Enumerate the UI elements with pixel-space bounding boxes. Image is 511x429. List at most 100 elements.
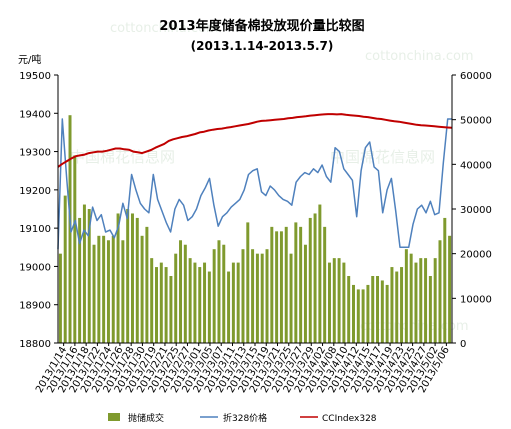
bar-mark — [126, 209, 130, 343]
bar-mark — [255, 253, 259, 343]
watermark-mid-left: 中国棉花信息网 — [70, 148, 175, 166]
bar-mark — [251, 249, 255, 343]
bar-mark — [385, 284, 389, 343]
bar-mark — [97, 235, 101, 343]
bar-mark — [106, 240, 110, 343]
bar-mark — [102, 235, 106, 343]
bar-mark — [231, 262, 235, 343]
chart-subtitle: (2013.1.14-2013.5.7) — [191, 39, 334, 53]
legend-swatch-bar — [108, 413, 120, 421]
bar-mark — [308, 217, 312, 343]
y-left-tick-label: 19400 — [19, 109, 51, 120]
bar-mark — [68, 115, 72, 343]
bar-mark — [150, 258, 154, 343]
y-right-tick-label: 40000 — [460, 160, 492, 171]
bar-mark — [395, 271, 399, 343]
bar-mark — [361, 289, 365, 343]
bar-mark — [289, 253, 293, 343]
bar-mark — [121, 240, 125, 343]
y-right-tick-label: 30000 — [460, 205, 492, 216]
bar-mark — [380, 280, 384, 343]
bar-mark — [332, 258, 336, 343]
bar-mark — [159, 262, 163, 343]
bar-mark — [203, 262, 207, 343]
y-right-tick-label: 50000 — [460, 116, 492, 127]
watermark-top-right: cottonchina.com — [365, 49, 474, 64]
bar-mark — [347, 276, 351, 343]
bar-mark — [303, 244, 307, 343]
bar-mark — [260, 253, 264, 343]
bar-mark — [448, 235, 452, 343]
bar-mark — [275, 231, 279, 343]
bar-mark — [58, 253, 62, 343]
bar-mark — [443, 217, 447, 343]
bar-mark — [342, 262, 346, 343]
bar-mark — [198, 267, 202, 343]
bar-mark — [236, 262, 240, 343]
bar-mark — [222, 244, 226, 343]
bar-mark — [140, 235, 144, 343]
bar-mark — [188, 258, 192, 343]
y-left-tick-label: 18800 — [19, 339, 51, 350]
bar-mark — [376, 276, 380, 343]
bar-mark — [212, 249, 216, 343]
y-left-tick-label: 18900 — [19, 301, 51, 312]
bar-mark — [246, 222, 250, 343]
bar-mark — [371, 276, 375, 343]
ccindex-328-line — [57, 113, 453, 168]
y-left-tick-label: 19500 — [19, 71, 51, 82]
bar-mark — [279, 231, 283, 343]
bar-mark — [179, 240, 183, 343]
bar-mark — [356, 289, 360, 343]
bar-mark — [227, 271, 231, 343]
bar-mark — [313, 213, 317, 343]
bar-mark — [323, 226, 327, 343]
y-right-tick-label: 10000 — [460, 294, 492, 305]
bar-mark — [270, 226, 274, 343]
bar-mark — [193, 262, 197, 343]
bar-mark — [217, 240, 221, 343]
bar-mark — [116, 213, 120, 343]
chart-title: 2013年度储备棉投放现价量比较图 — [159, 18, 364, 34]
y-left-tick-label: 19100 — [19, 224, 51, 235]
bar-mark — [63, 195, 67, 343]
bar-mark — [87, 209, 91, 343]
bar-mark — [299, 226, 303, 343]
bar-mark — [73, 155, 77, 343]
bar-mark — [174, 253, 178, 343]
bar-mark — [183, 244, 187, 343]
legend-label-price: 折328价格 — [223, 412, 267, 424]
watermark-mid-right: 中国棉花信息网 — [330, 148, 435, 166]
bar-mark — [352, 284, 355, 343]
bar-mark — [327, 262, 331, 343]
bar-mark — [400, 267, 404, 343]
y-right-tick-label: 0 — [460, 339, 466, 350]
price-328-line — [57, 118, 452, 250]
bar-mark — [409, 253, 413, 343]
legend: 抛储成交 折328价格 CCIndex328 — [108, 412, 377, 424]
bar-mark — [414, 262, 418, 343]
bar-mark — [404, 249, 408, 343]
bar-mark — [92, 244, 96, 343]
plot-area — [57, 113, 453, 343]
bar-mark — [390, 267, 394, 343]
bar-mark — [438, 240, 442, 343]
bar-mark — [265, 249, 269, 343]
watermark-top: cottonchina.com — [110, 21, 219, 36]
bar-mark — [366, 284, 370, 343]
bar-mark — [424, 258, 428, 343]
legend-label-bar: 抛储成交 — [128, 412, 164, 424]
bar-mark — [241, 249, 245, 343]
bar-mark — [145, 226, 149, 343]
bar-mark — [433, 258, 437, 343]
bar-mark — [169, 276, 173, 343]
bar-mark — [135, 217, 139, 343]
y-left-tick-label: 19300 — [19, 148, 51, 159]
bar-mark — [130, 213, 134, 343]
y-right-tick-label: 60000 — [460, 71, 492, 82]
bar-mark — [82, 204, 86, 343]
bar-mark — [78, 217, 82, 343]
bar-mark — [155, 267, 158, 343]
y-left-tick-label: 19200 — [19, 186, 51, 197]
